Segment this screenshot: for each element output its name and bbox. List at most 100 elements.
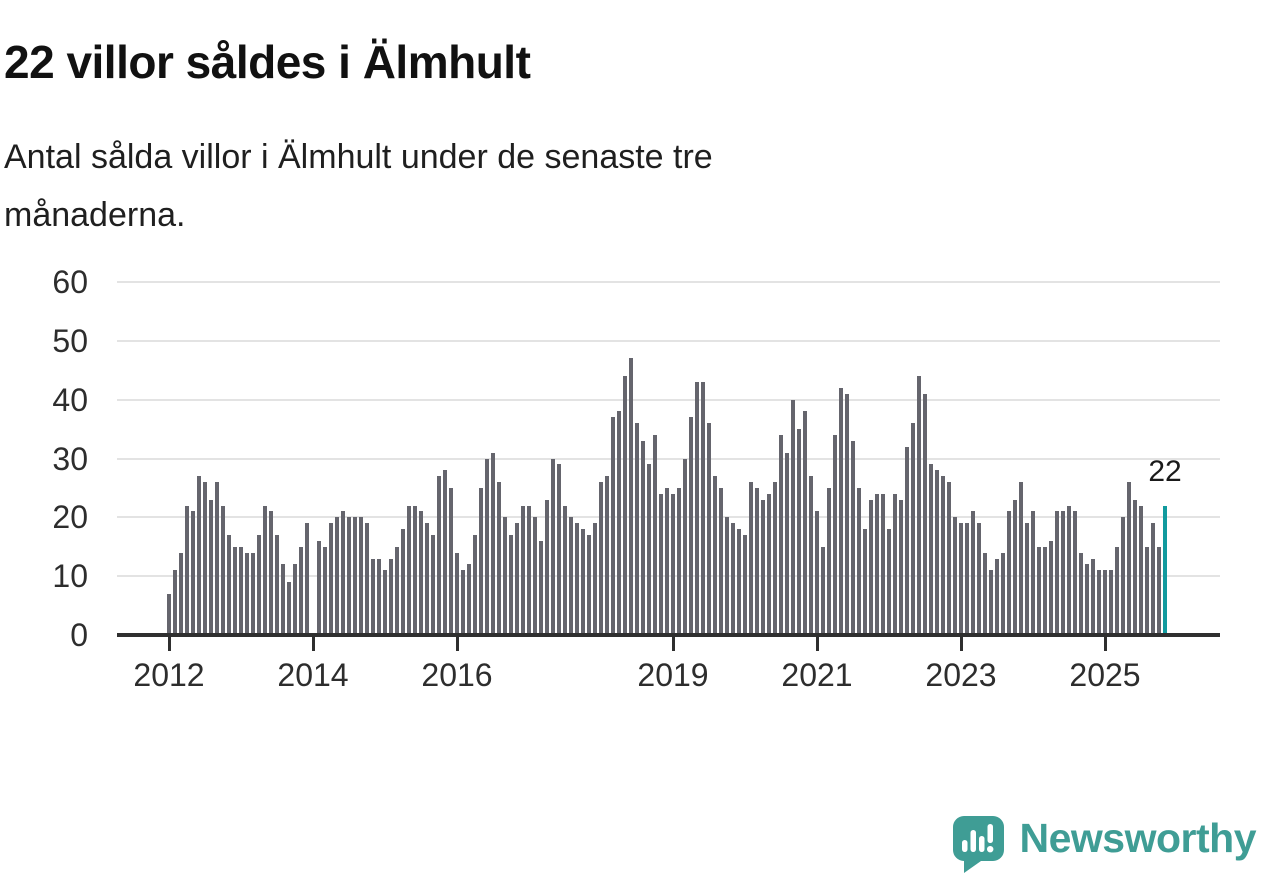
bar (616, 411, 622, 635)
bar (874, 493, 880, 635)
bar (886, 529, 892, 635)
bar (940, 476, 946, 635)
subtitle-line-1: Antal sålda villor i Älmhult under de se… (4, 138, 713, 176)
plot-area (117, 282, 1220, 635)
bar (910, 423, 916, 635)
bar (346, 517, 352, 635)
x-tick (1103, 637, 1107, 651)
bar (736, 529, 742, 635)
bar (472, 534, 478, 635)
gridline (117, 281, 1220, 283)
gridline (117, 398, 1220, 401)
bar (1042, 546, 1048, 635)
bar (376, 558, 382, 635)
bar (718, 487, 724, 635)
bar (478, 487, 484, 635)
bar (352, 517, 358, 635)
bar (412, 505, 418, 635)
bar (316, 540, 322, 635)
x-axis-label: 2016 (421, 657, 493, 693)
bar (520, 505, 526, 635)
bar (658, 493, 664, 635)
bar (556, 464, 562, 635)
bar (934, 470, 940, 635)
bar (460, 570, 466, 635)
bar (172, 570, 178, 635)
bar (562, 505, 568, 635)
bar (922, 393, 928, 635)
y-axis-label: 20 (52, 499, 88, 536)
y-axis-label: 10 (52, 558, 88, 595)
bar (790, 399, 796, 635)
bar (586, 534, 592, 635)
bar (802, 411, 808, 635)
bar (970, 511, 976, 635)
bar (574, 523, 580, 635)
bar (832, 434, 838, 635)
bar (1000, 552, 1006, 635)
bar (1150, 523, 1156, 635)
subtitle-line-2: månaderna. (4, 196, 186, 234)
bar (976, 523, 982, 635)
bar (652, 434, 658, 635)
bar (1036, 546, 1042, 635)
bar (1126, 482, 1132, 635)
bar (286, 582, 292, 635)
bar (592, 523, 598, 635)
bar (964, 523, 970, 635)
bar (580, 529, 586, 635)
bar (526, 505, 532, 635)
y-axis-label: 50 (52, 322, 88, 359)
gridline (117, 339, 1220, 342)
bar (184, 505, 190, 635)
bar (760, 499, 766, 635)
bar (664, 487, 670, 635)
bar (1120, 517, 1126, 635)
y-axis-label: 40 (52, 381, 88, 418)
x-tick (671, 637, 675, 651)
bar (274, 534, 280, 635)
bar (244, 552, 250, 635)
bar (334, 517, 340, 635)
bar (1108, 570, 1114, 635)
bar (382, 570, 388, 635)
x-tick (959, 637, 963, 651)
highlighted-bar (1162, 505, 1168, 635)
bar (178, 552, 184, 635)
bar (982, 552, 988, 635)
bar (742, 534, 748, 635)
bar (808, 476, 814, 635)
bar (826, 487, 832, 635)
bar (1138, 505, 1144, 635)
x-axis-label: 2025 (1069, 657, 1141, 693)
bar (358, 517, 364, 635)
bar (1114, 546, 1120, 635)
bar (706, 423, 712, 635)
bar (256, 534, 262, 635)
bar (1018, 482, 1024, 635)
bar (994, 558, 1000, 635)
bar (850, 440, 856, 635)
bar (694, 382, 700, 635)
x-axis-line (117, 633, 1220, 637)
bar (724, 517, 730, 635)
bar (844, 393, 850, 635)
bar (1084, 564, 1090, 635)
bar (262, 505, 268, 635)
bar (688, 417, 694, 635)
bar (328, 523, 334, 635)
bar (232, 546, 238, 635)
bar (322, 546, 328, 635)
bar (292, 564, 298, 635)
bar (568, 517, 574, 635)
bar (892, 493, 898, 635)
bar (1090, 558, 1096, 635)
bar (1066, 505, 1072, 635)
bar (1132, 499, 1138, 635)
bar (958, 523, 964, 635)
bar (532, 517, 538, 635)
bar (946, 482, 952, 635)
bar (640, 440, 646, 635)
bar (820, 546, 826, 635)
bar (202, 482, 208, 635)
